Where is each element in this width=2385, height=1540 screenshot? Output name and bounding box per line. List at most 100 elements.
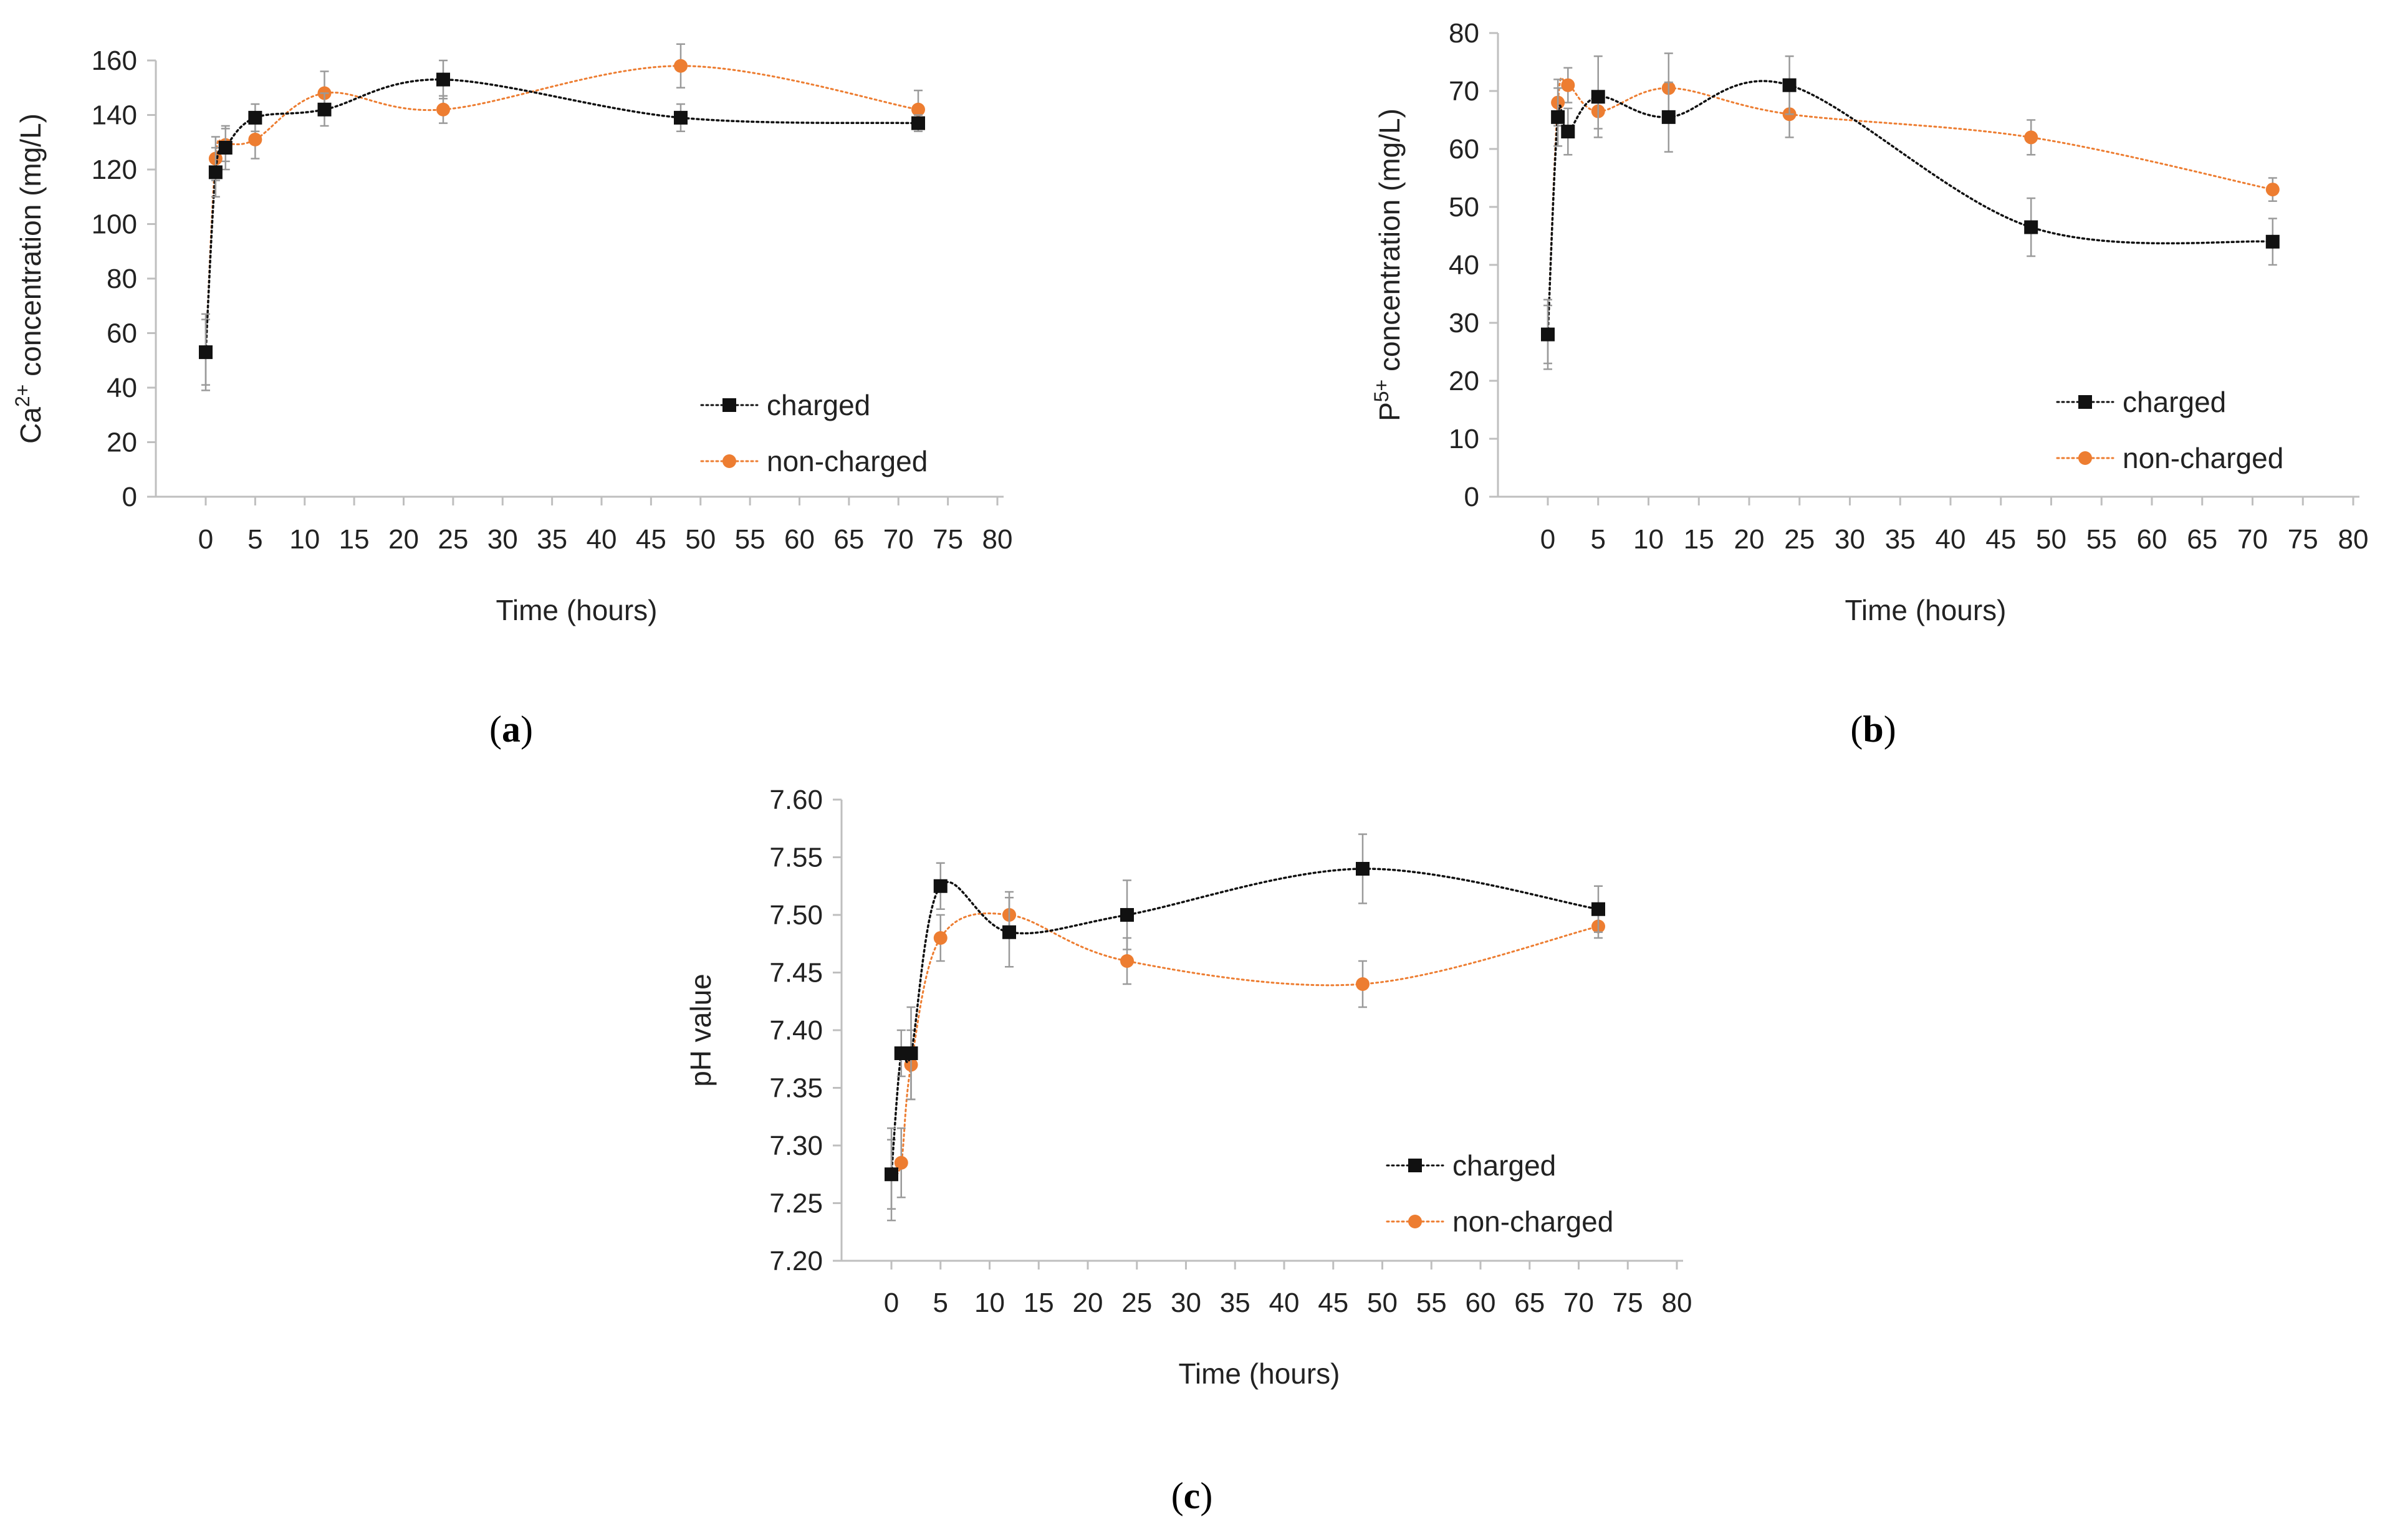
- x-tick-label: 50: [685, 524, 716, 555]
- legend-label: charged: [767, 389, 870, 421]
- x-tick-label: 35: [1220, 1288, 1250, 1318]
- y-tick-label: 70: [1449, 76, 1479, 107]
- data-point-charged: [674, 110, 688, 125]
- y-tick-label: 0: [122, 482, 137, 512]
- legend-item-non-charged: non-charged: [700, 445, 928, 477]
- y-tick-label: 7.60: [769, 785, 823, 815]
- data-point-charged: [1356, 862, 1370, 876]
- x-tick-label: 55: [735, 524, 765, 555]
- x-tick-label: 20: [388, 524, 419, 555]
- y-tick-label: 40: [107, 373, 137, 403]
- data-point-charged: [904, 1046, 918, 1060]
- data-point-charged: [208, 165, 223, 179]
- data-point-charged: [436, 72, 450, 87]
- series-line-charged: [204, 78, 919, 353]
- series-charged: [1541, 55, 2280, 370]
- x-tick-label: 60: [2137, 524, 2167, 555]
- panel-b-chart: 0 10 20 30 40 50 60 70 80 0 5 10 15 20 25 30 35 40 45 50 55 6…: [1370, 18, 2368, 750]
- x-tick-label: 60: [784, 524, 815, 555]
- legend-label: non-charged: [1452, 1205, 1613, 1238]
- x-tick-label: 0: [1540, 524, 1555, 555]
- data-point-non-charged: [1561, 78, 1575, 92]
- y-tick-label: 7.40: [769, 1015, 823, 1046]
- x-tick-label: 45: [636, 524, 666, 555]
- legend-label: non-charged: [2123, 442, 2283, 474]
- legend-item-non-charged: non-charged: [2056, 442, 2283, 474]
- x-tick-label: 30: [1171, 1288, 1201, 1318]
- x-tick-label: 20: [1734, 524, 1765, 555]
- data-point-charged: [1591, 90, 1605, 104]
- y-tick-label: 60: [107, 318, 137, 349]
- x-tick-label: 70: [2237, 524, 2268, 555]
- y-tick-label: 7.45: [769, 958, 823, 988]
- data-point-non-charged: [1120, 954, 1134, 968]
- series-charged: [199, 59, 925, 391]
- series-line-non-charged: [204, 65, 919, 353]
- y-tick-label: 7.20: [769, 1246, 823, 1276]
- data-point-charged: [933, 879, 948, 893]
- x-tick-label: 30: [1835, 524, 1865, 555]
- data-point-charged: [1661, 110, 1676, 124]
- panel-label: (c): [1171, 1475, 1213, 1516]
- data-point-non-charged: [436, 102, 450, 117]
- panel-c-chart: 7.20 7.25 7.30 7.35 7.40 7.45 7.50 7.55 7.60 0 5 10…: [684, 785, 1692, 1516]
- series-line-charged: [890, 868, 1600, 1175]
- x-tick-label: 15: [1684, 524, 1714, 555]
- x-tick-label: 65: [1514, 1288, 1545, 1318]
- legend-item-charged: charged: [700, 389, 870, 421]
- x-tick-label: 25: [1121, 1288, 1152, 1318]
- x-tick-label: 15: [1024, 1288, 1054, 1318]
- x-tick-label: 5: [1591, 524, 1606, 555]
- x-tick-label: 75: [2288, 524, 2318, 555]
- x-tick-label: 55: [2086, 524, 2117, 555]
- legend-label: charged: [2123, 386, 2226, 418]
- x-tick-label: 75: [933, 524, 963, 555]
- y-tick-label: 120: [92, 155, 137, 185]
- y-tick-label: 80: [107, 264, 137, 294]
- y-tick-label: 7.55: [769, 843, 823, 873]
- panel-label: (a): [489, 709, 533, 750]
- x-tick-label: 0: [884, 1288, 899, 1318]
- y-tick-label: 100: [92, 209, 137, 240]
- x-tick-label: 50: [1367, 1288, 1398, 1318]
- data-point-charged: [911, 116, 925, 130]
- y-tick-label: 60: [1449, 134, 1479, 165]
- panel-a-chart: 0 20 40 60 80 100 120 140 160 0 5 10 15 20 25 30 35 40 45 5…: [11, 43, 1013, 750]
- legend-marker: [2078, 451, 2092, 465]
- x-tick-label: 65: [2187, 524, 2217, 555]
- x-tick-label: 25: [1784, 524, 1815, 555]
- data-point-charged: [1591, 902, 1605, 916]
- x-tick-label: 10: [974, 1288, 1005, 1318]
- x-tick-label: 80: [982, 524, 1013, 555]
- y-axis-title: pH value: [684, 973, 717, 1087]
- x-tick-label: 25: [438, 524, 468, 555]
- x-tick-label: 55: [1416, 1288, 1447, 1318]
- y-tick-label: 0: [1464, 482, 1479, 512]
- data-point-charged: [1561, 125, 1575, 139]
- x-axis-title: Time (hours): [496, 594, 658, 626]
- data-point-non-charged: [2265, 183, 2280, 197]
- x-tick-label: 0: [198, 524, 213, 555]
- x-tick-label: 35: [537, 524, 567, 555]
- y-axis-title: P5+ concentration (mg/L): [1370, 108, 1406, 421]
- y-tick-label: 20: [1449, 366, 1479, 396]
- legend-marker: [722, 398, 736, 412]
- y-tick-label: 7.25: [769, 1188, 823, 1219]
- series-line-charged: [1547, 80, 2274, 336]
- x-tick-label: 75: [1613, 1288, 1643, 1318]
- y-tick-label: 30: [1449, 308, 1479, 338]
- x-tick-label: 40: [1936, 524, 1966, 555]
- series-charged: [885, 833, 1605, 1222]
- legend-marker: [1408, 1159, 1422, 1172]
- data-point-non-charged: [2024, 130, 2038, 145]
- legend-item-charged: charged: [1386, 1149, 1556, 1182]
- x-axis-title: Time (hours): [1845, 594, 2007, 626]
- x-axis-title: Time (hours): [1179, 1357, 1340, 1390]
- data-point-non-charged: [248, 132, 262, 146]
- x-tick-label: 50: [2036, 524, 2066, 555]
- data-point-non-charged: [911, 102, 925, 117]
- legend-marker: [2078, 395, 2092, 409]
- data-point-charged: [317, 102, 332, 117]
- y-tick-label: 7.30: [769, 1131, 823, 1161]
- data-point-charged: [218, 141, 233, 155]
